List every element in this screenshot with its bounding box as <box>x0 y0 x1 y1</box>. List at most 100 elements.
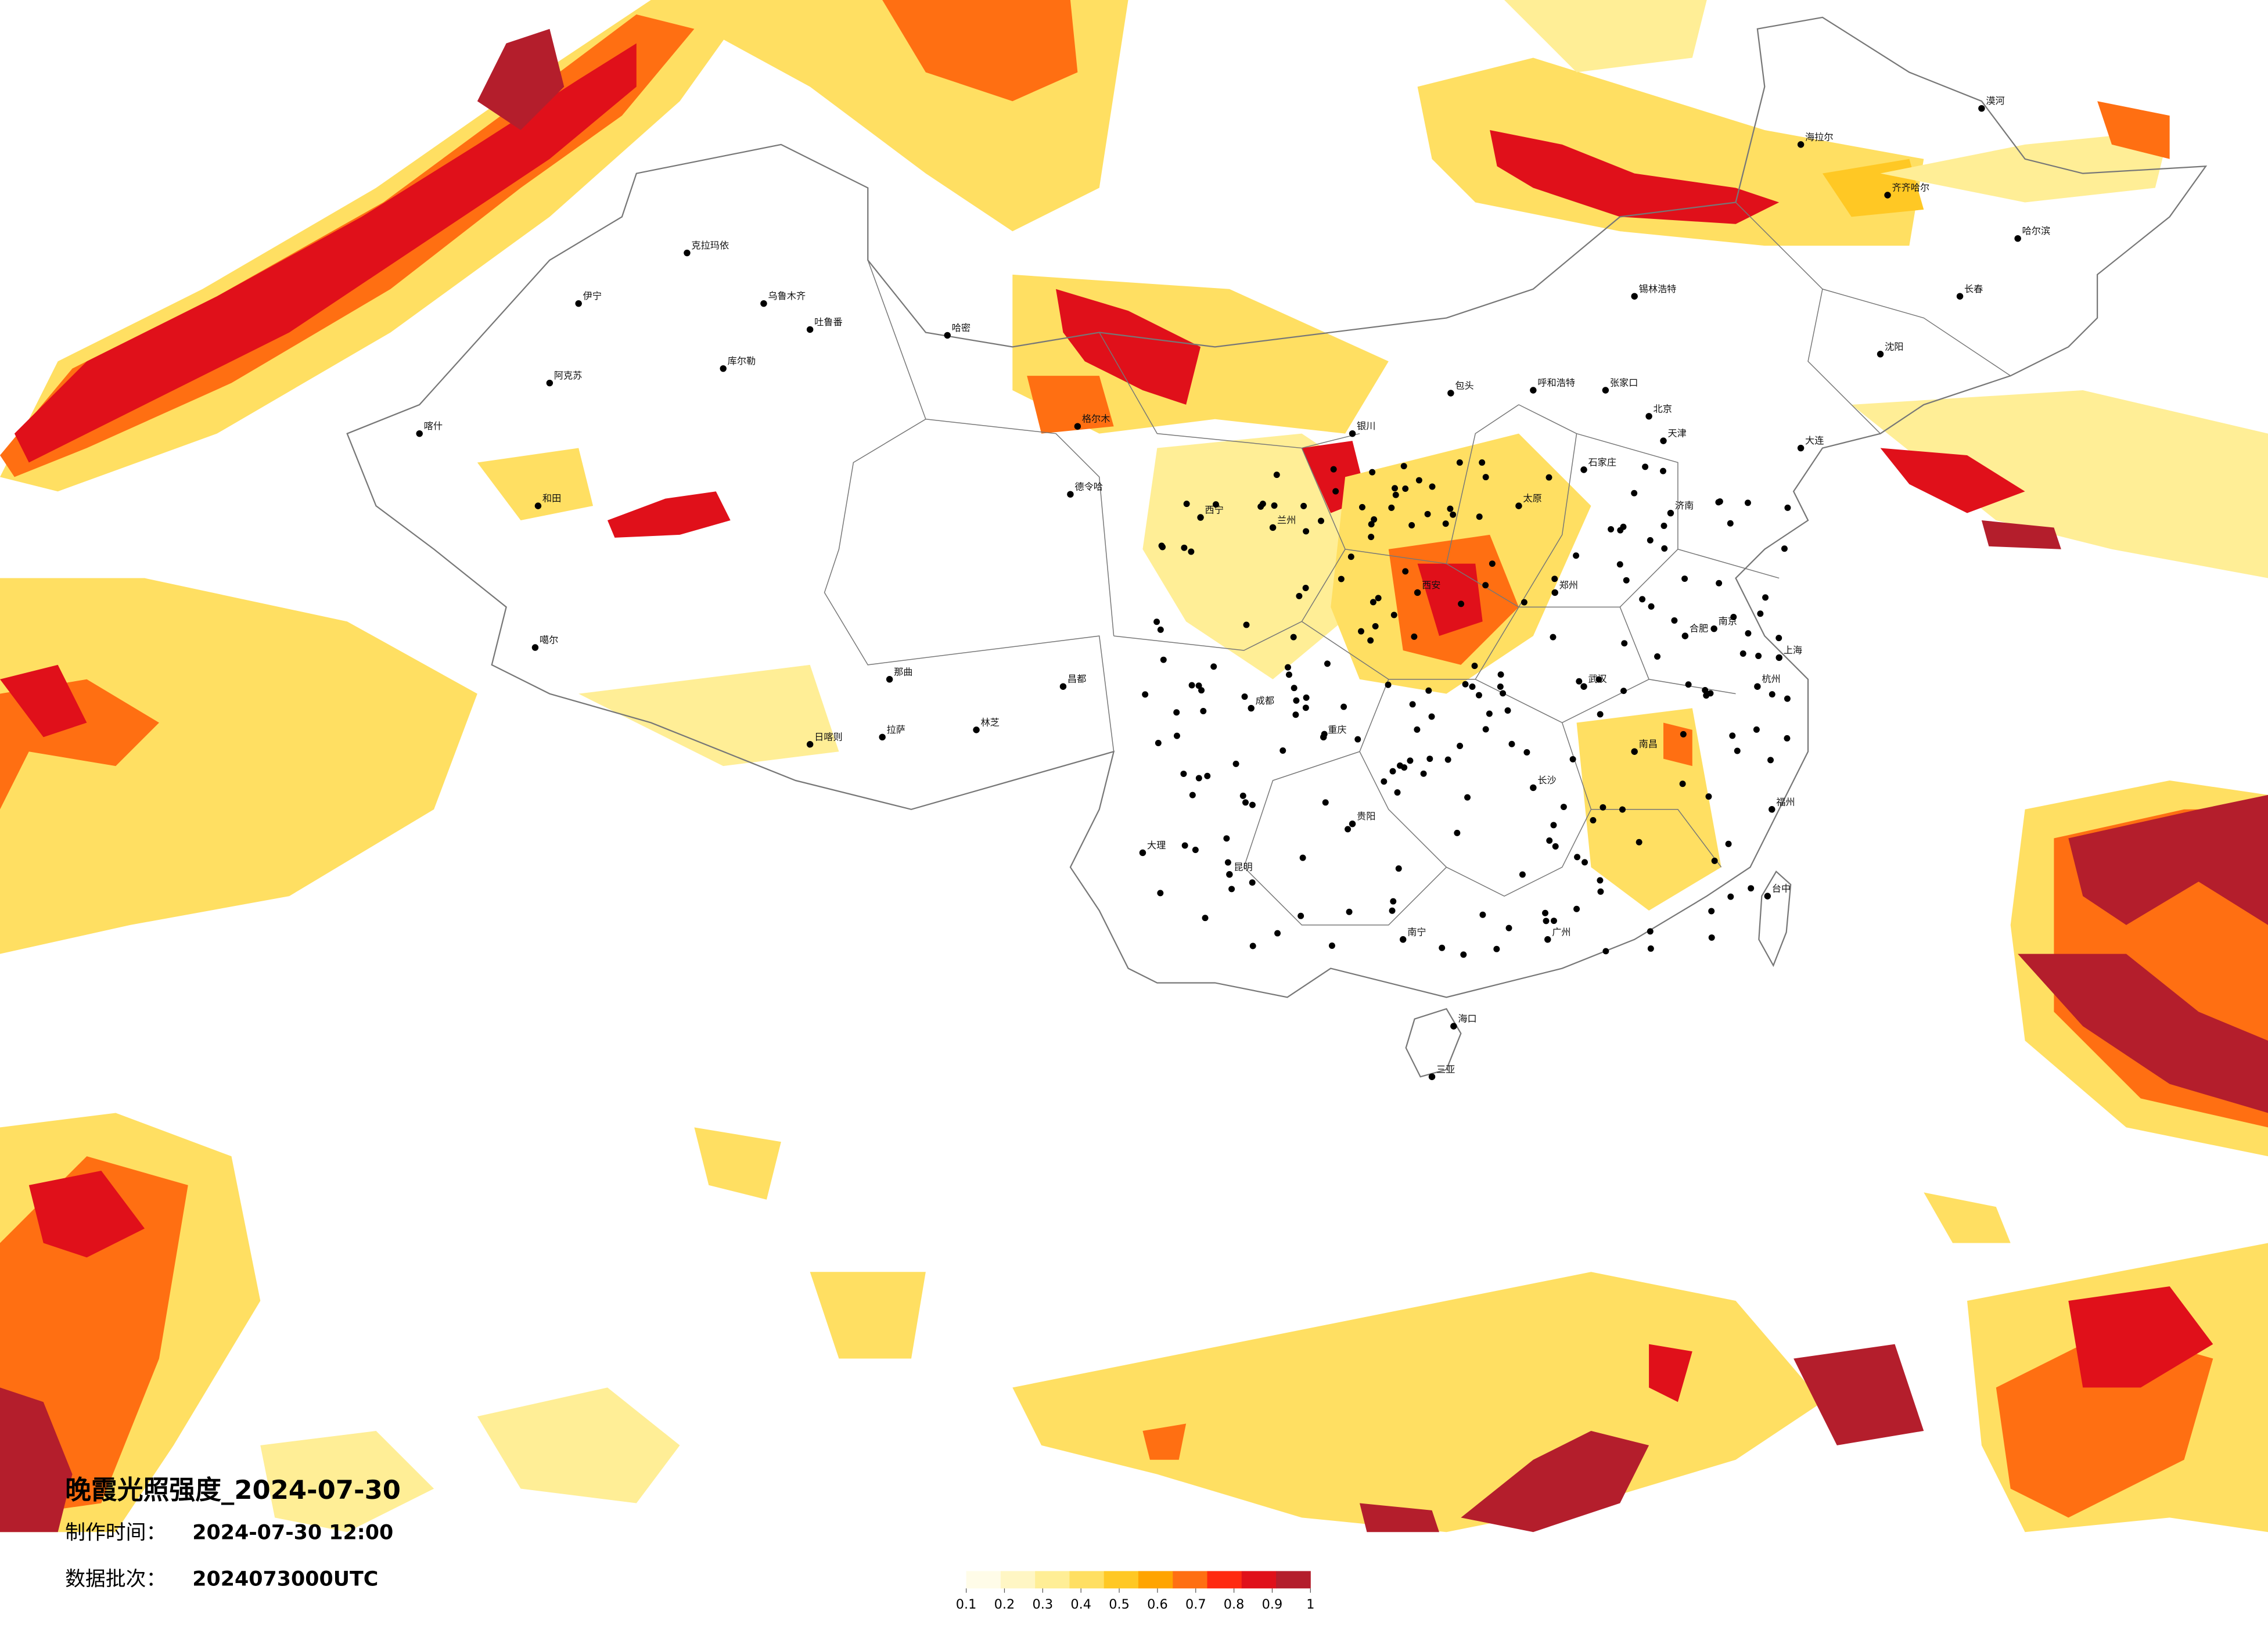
heat-patch <box>0 578 477 954</box>
city-label: 拉萨 <box>887 724 905 735</box>
legend-swatch <box>1276 1571 1311 1589</box>
legend-swatch <box>966 1571 1001 1589</box>
city-dot <box>1210 663 1217 670</box>
city-dot <box>1402 568 1409 575</box>
city-dot <box>1395 865 1402 872</box>
heat-patch <box>1880 130 2170 203</box>
city-dot <box>1660 522 1667 529</box>
city-dot <box>1439 944 1446 951</box>
city-dot <box>1426 756 1433 762</box>
city-dot <box>1409 701 1416 708</box>
city-label: 天津 <box>1667 428 1686 439</box>
city-dot <box>1515 502 1522 509</box>
city-dot <box>1705 793 1712 800</box>
city-dot <box>1157 626 1164 633</box>
city-dot <box>1582 859 1588 866</box>
city-label: 西宁 <box>1205 505 1224 516</box>
city-dot <box>1595 676 1602 683</box>
city-dot <box>1239 792 1246 799</box>
made-label: 制作时间： <box>65 1521 166 1545</box>
city-dot <box>1321 731 1328 738</box>
city-dot <box>1546 837 1553 844</box>
heat-patch <box>477 448 594 520</box>
city-dot <box>1619 806 1626 813</box>
city-dot <box>1153 618 1160 625</box>
city-dot <box>1390 898 1397 905</box>
city-dot <box>1681 632 1689 639</box>
city-dot <box>1457 743 1464 749</box>
city-dot <box>1368 521 1375 528</box>
city-dot <box>1647 945 1654 952</box>
city-dot <box>1486 710 1493 717</box>
city-dot <box>1292 711 1299 718</box>
city-dot <box>1617 527 1624 534</box>
city-dot <box>1223 835 1230 842</box>
city-dot <box>1580 466 1587 473</box>
city-dot <box>1753 726 1760 733</box>
city-dot <box>1681 575 1688 582</box>
city-dot <box>886 676 893 683</box>
city-dot <box>1471 663 1478 670</box>
city-dot <box>1375 595 1382 602</box>
city-dot <box>1748 885 1755 892</box>
city-dot <box>546 379 553 387</box>
city-dot <box>1271 502 1278 509</box>
city-dot <box>1493 945 1500 952</box>
city-label: 林芝 <box>981 717 1000 728</box>
heat-patch <box>1461 1431 1649 1533</box>
city-label: 吐鲁番 <box>814 316 843 328</box>
city-label: 哈尔滨 <box>2022 225 2051 236</box>
city-dot <box>1479 911 1486 918</box>
city-dot <box>1767 757 1774 764</box>
city-dot <box>1784 695 1791 702</box>
city-label: 石家庄 <box>1588 456 1616 467</box>
city-dot <box>1781 545 1788 552</box>
city-dot <box>1729 732 1736 739</box>
city-dot <box>1279 747 1286 754</box>
city-dot <box>1372 623 1379 629</box>
heat-patch <box>578 664 839 767</box>
heat-patch <box>1056 289 1201 405</box>
city-dot <box>1530 784 1537 792</box>
legend-swatch <box>1035 1571 1070 1589</box>
city-dot <box>1249 942 1256 949</box>
legend-tick-label: 0.2 <box>994 1597 1015 1612</box>
city-label: 阿克苏 <box>554 370 583 381</box>
city-dot <box>1370 599 1376 606</box>
city-dot <box>1727 520 1734 527</box>
heat-patch <box>477 1387 680 1503</box>
city-dot <box>1428 713 1435 720</box>
city-dot <box>1497 671 1504 678</box>
heat-patch <box>1924 1192 2011 1243</box>
city-dot <box>1303 694 1310 701</box>
city-label: 大连 <box>1805 435 1824 446</box>
city-label: 张家口 <box>1610 377 1638 388</box>
city-dot <box>1730 614 1737 620</box>
city-dot <box>1285 664 1291 671</box>
legend-swatch <box>1138 1571 1173 1589</box>
city-dot <box>1248 704 1255 712</box>
city-dot <box>1388 504 1395 511</box>
city-dot <box>1291 685 1297 692</box>
city-dot <box>1318 517 1324 524</box>
city-dot <box>1602 387 1609 394</box>
city-label: 哈密 <box>952 322 971 333</box>
city-dot <box>1059 683 1067 690</box>
heat-patch <box>1663 722 1692 767</box>
city-dot <box>1569 756 1576 762</box>
heat-patch <box>1880 448 2025 513</box>
city-label: 那曲 <box>894 666 912 677</box>
city-label: 齐齐哈尔 <box>1892 182 1929 193</box>
city-dot <box>1447 390 1454 397</box>
heat-patch <box>2068 1286 2213 1388</box>
city-dot <box>1762 594 1769 601</box>
city-dot <box>1285 671 1292 678</box>
city-dot <box>1764 893 1771 900</box>
city-dot <box>1200 708 1207 715</box>
city-dot <box>1414 726 1421 733</box>
city-dot <box>1460 951 1467 958</box>
city-dot <box>1551 589 1558 596</box>
heat-patch <box>2068 794 2268 925</box>
city-label: 上海 <box>1784 645 1802 656</box>
city-dot <box>1189 792 1196 798</box>
